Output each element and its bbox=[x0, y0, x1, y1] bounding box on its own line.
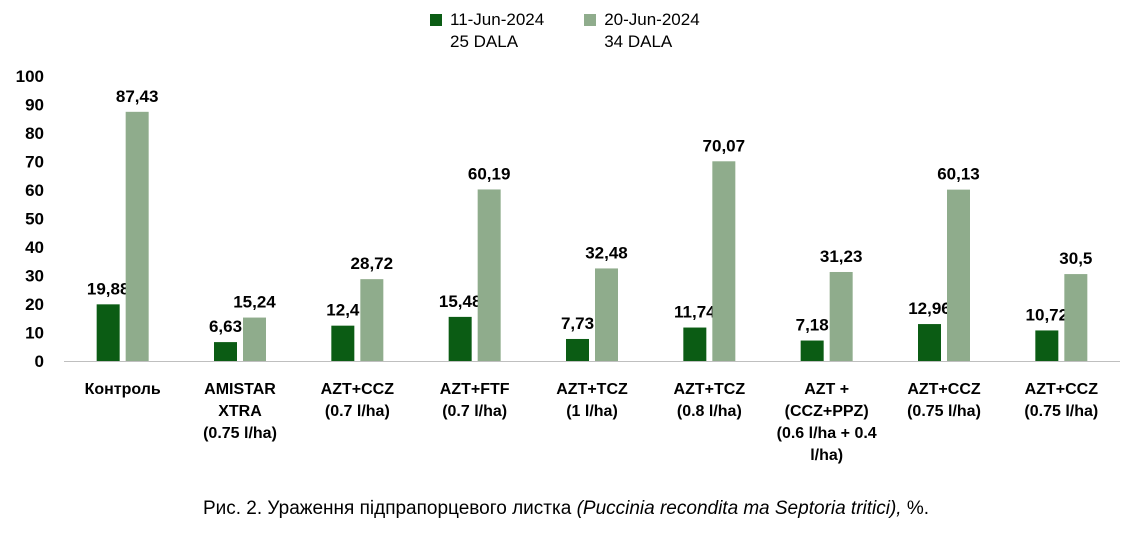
data-label: 30,5 bbox=[1059, 249, 1092, 268]
y-tick-label: 10 bbox=[25, 324, 44, 343]
data-label: 32,48 bbox=[585, 243, 628, 262]
bar bbox=[214, 342, 237, 361]
bar bbox=[477, 189, 501, 361]
x-category-label-line: (0.7 l/ha) bbox=[325, 403, 390, 420]
x-category-label-line: (0.75 l/ha) bbox=[203, 425, 277, 442]
y-tick-label: 20 bbox=[25, 295, 44, 314]
data-label: 15,48 bbox=[439, 292, 482, 311]
data-label: 60,13 bbox=[937, 165, 980, 184]
bar bbox=[1064, 274, 1088, 361]
legend-label-series-2: 20-Jun-2024 bbox=[604, 10, 700, 29]
legend-sublabel-series-1: 25 DALA bbox=[450, 32, 519, 51]
data-label: 11,74 bbox=[674, 303, 716, 322]
caption-italic: (Puccinia recondita та Septoria tritici)… bbox=[576, 498, 902, 519]
x-category-label: AMISTAR XTRA (0.75 l/ha) bbox=[203, 381, 277, 442]
x-category-label: AZT+CCZ (0.75 l/ha) bbox=[907, 381, 981, 420]
legend-swatch-series-1 bbox=[430, 14, 442, 26]
y-tick-label: 60 bbox=[25, 181, 44, 200]
x-category-label-line: AZT+CCZ bbox=[1025, 381, 1099, 398]
data-label: 12,96 bbox=[908, 299, 951, 318]
x-category-label: Контроль bbox=[85, 381, 161, 398]
y-tick-label: 30 bbox=[25, 267, 44, 286]
x-category-label-line: AZT+TCZ bbox=[556, 381, 628, 398]
data-label: 12,4 bbox=[326, 301, 360, 320]
data-label: 10,72 bbox=[1026, 305, 1069, 324]
legend-item-series-1: 11-Jun-2024 25 DALA bbox=[430, 9, 544, 53]
chart-legend: 11-Jun-2024 25 DALA 20-Jun-2024 34 DALA bbox=[430, 9, 700, 53]
x-category-label: AZT+CCZ (0.7 l/ha) bbox=[321, 381, 395, 420]
legend-label-series-1: 11-Jun-2024 bbox=[450, 10, 545, 29]
bar bbox=[360, 279, 384, 361]
bar bbox=[947, 189, 970, 361]
x-category-label-line: AMISTAR bbox=[204, 381, 276, 398]
bar bbox=[566, 338, 589, 361]
x-category-label-line: Контроль bbox=[85, 381, 161, 398]
y-tick-label: 70 bbox=[25, 153, 44, 172]
y-tick-label: 40 bbox=[25, 238, 44, 257]
x-category-label-line: (0.6 l/ha + 0.4 bbox=[777, 425, 877, 442]
data-label: 60,19 bbox=[468, 164, 511, 183]
y-tick-label: 80 bbox=[25, 124, 44, 143]
bar bbox=[800, 340, 824, 361]
data-label: 28,72 bbox=[351, 254, 394, 273]
legend-item-series-2: 20-Jun-2024 34 DALA bbox=[584, 9, 700, 53]
data-label: 87,43 bbox=[116, 87, 159, 106]
y-tick-label: 0 bbox=[35, 352, 44, 371]
bar bbox=[595, 268, 618, 361]
bar bbox=[712, 161, 736, 361]
x-category-label-line: l/ha) bbox=[810, 447, 843, 464]
x-category-label-line: (0.75 l/ha) bbox=[907, 403, 981, 420]
x-category-label-line: AZT+TCZ bbox=[674, 381, 746, 398]
legend-sublabel-series-2: 34 DALA bbox=[604, 32, 673, 51]
x-category-label-line: (0.8 l/ha) bbox=[677, 403, 742, 420]
data-label: 70,07 bbox=[703, 136, 746, 155]
bar bbox=[243, 317, 266, 361]
y-tick-label: 100 bbox=[16, 67, 44, 86]
x-category-label: AZT+FTF (0.7 l/ha) bbox=[440, 381, 510, 420]
x-category-label-line: AZT + bbox=[804, 381, 849, 398]
bar bbox=[829, 271, 853, 361]
x-category-label: AZT+TCZ (0.8 l/ha) bbox=[674, 381, 746, 420]
bar bbox=[96, 304, 120, 361]
x-category-label-line: (1 l/ha) bbox=[566, 403, 618, 420]
x-category-label: AZT + (CCZ+PPZ) (0.6 l/ha + 0.4 l/ha) bbox=[777, 381, 877, 464]
figure-caption: Рис. 2. Ураження підпрапорцевого листка … bbox=[0, 498, 1132, 520]
bar bbox=[683, 327, 707, 361]
data-label: 15,24 bbox=[233, 293, 276, 312]
legend-swatch-series-2 bbox=[584, 14, 597, 26]
x-category-label-line: AZT+FTF bbox=[440, 381, 510, 398]
x-category-label-line: (0.75 l/ha) bbox=[1024, 403, 1098, 420]
caption-prefix: Рис. 2. Ураження підпрапорцевого листка bbox=[202, 498, 577, 519]
x-category-label-line: (CCZ+PPZ) bbox=[785, 403, 869, 420]
bar bbox=[331, 325, 355, 361]
y-tick-label: 50 bbox=[25, 210, 44, 229]
bar bbox=[448, 316, 472, 361]
data-label: 7,73 bbox=[561, 314, 594, 333]
x-category-label-line: (0.7 l/ha) bbox=[442, 403, 507, 420]
x-category-label-line: AZT+CCZ bbox=[321, 381, 395, 398]
data-label: 19,88 bbox=[87, 279, 130, 298]
data-label: 7,18 bbox=[796, 316, 829, 335]
bar bbox=[125, 111, 149, 362]
x-category-label-line: XTRA bbox=[218, 403, 262, 420]
x-category-label-line: AZT+CCZ bbox=[907, 381, 981, 398]
bar bbox=[1035, 330, 1059, 361]
bar bbox=[918, 324, 941, 361]
caption-suffix: %. bbox=[901, 498, 930, 519]
y-tick-label: 90 bbox=[25, 96, 44, 115]
x-category-label: AZT+TCZ (1 l/ha) bbox=[556, 381, 628, 420]
bar-chart: 0 10 20 30 40 50 60 70 80 90 100 19,88 87,43 Контроль… bbox=[16, 67, 1120, 464]
x-category-label: AZT+CCZ (0.75 l/ha) bbox=[1024, 381, 1098, 420]
data-label: 6,63 bbox=[209, 317, 242, 336]
data-label: 31,23 bbox=[820, 247, 863, 266]
